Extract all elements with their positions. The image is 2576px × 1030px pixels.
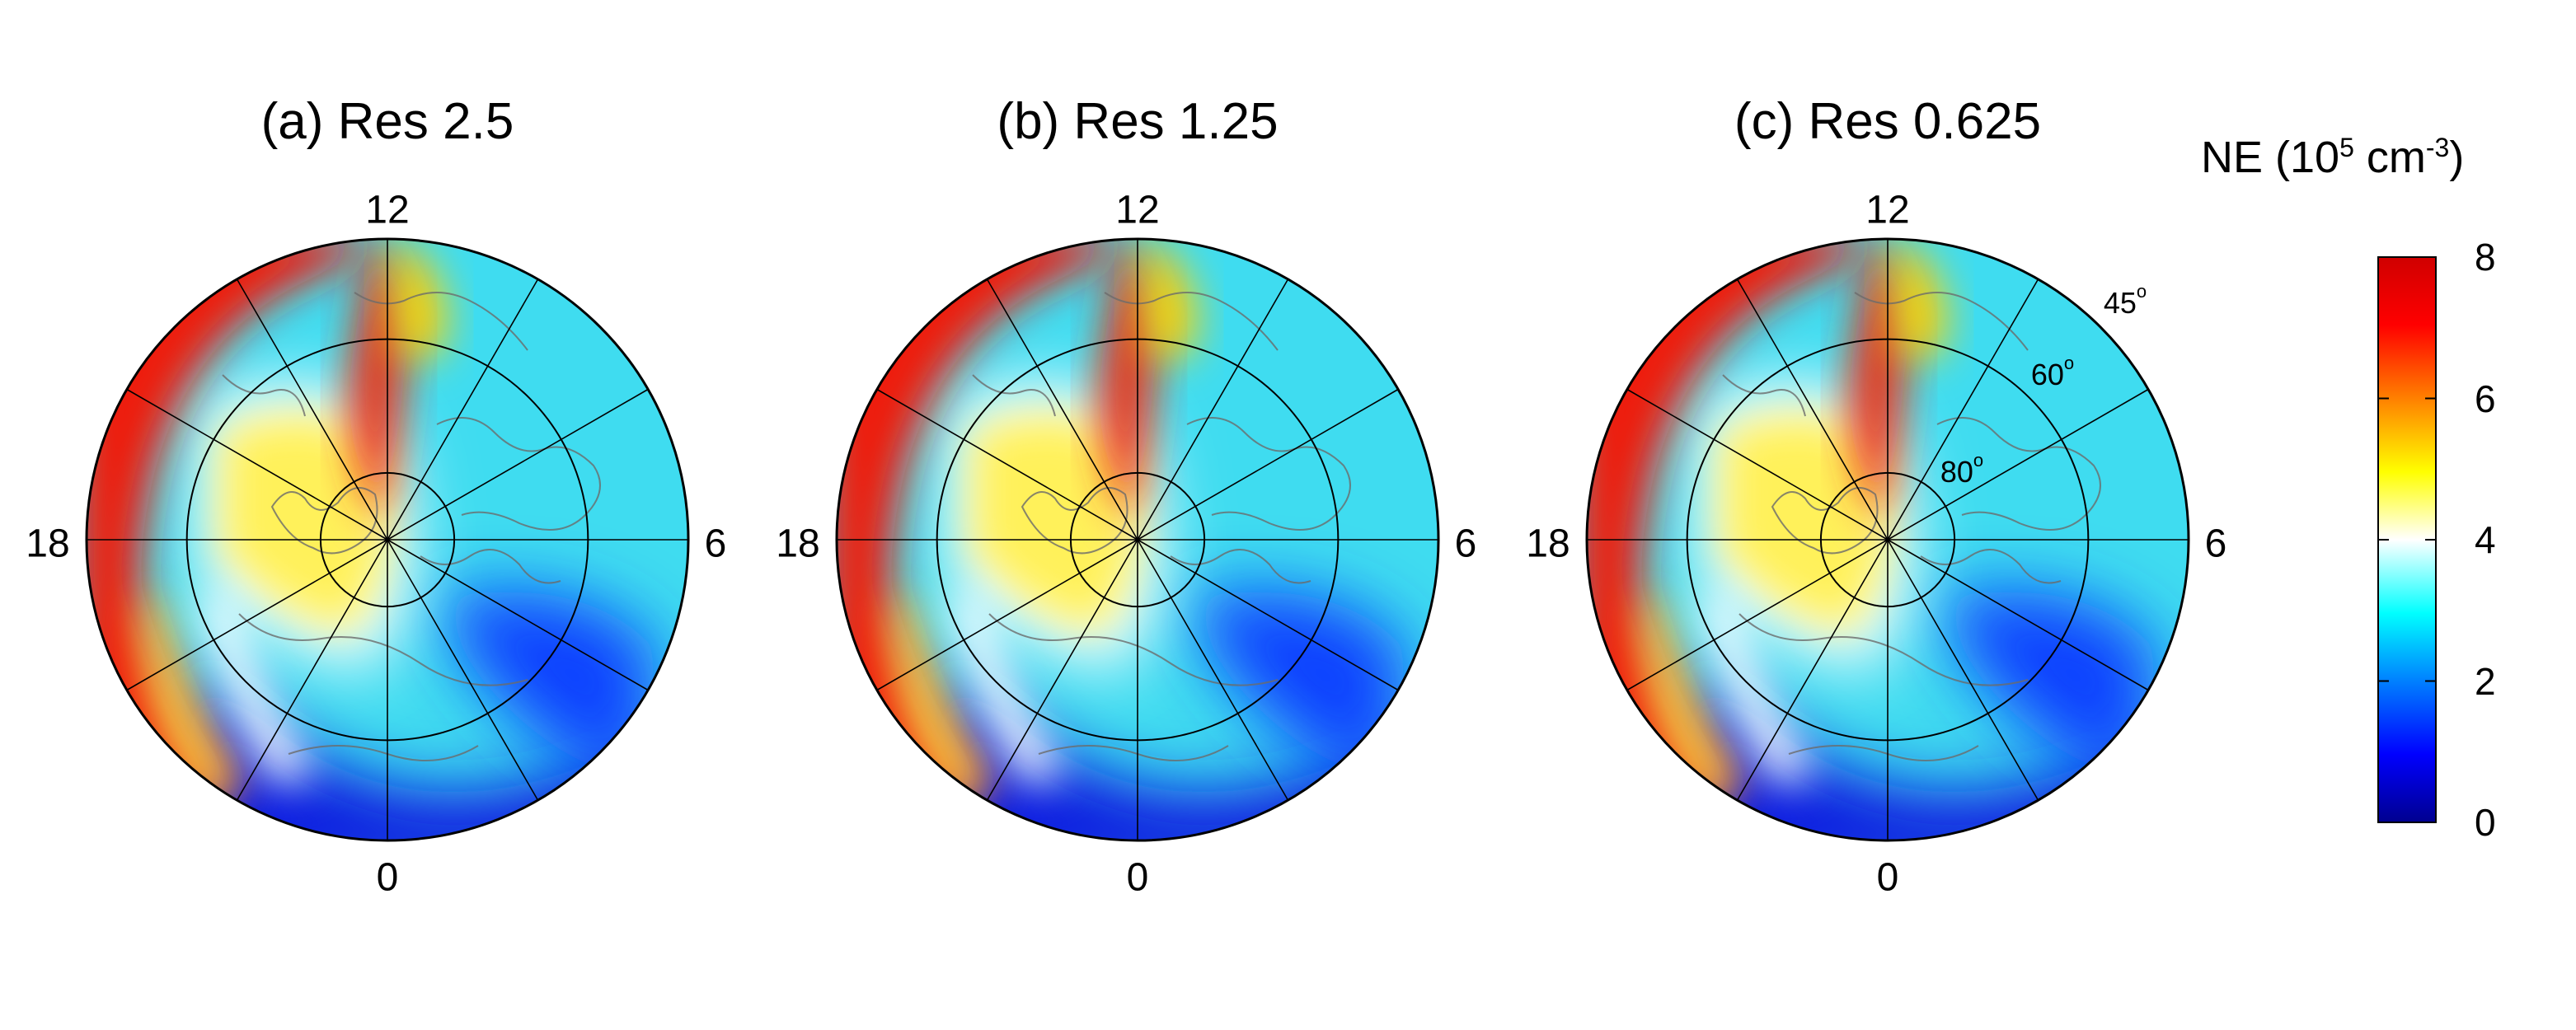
mlt-label-0: 0 [1126, 855, 1149, 900]
meridian-line [1626, 388, 1889, 541]
outer-circle-45 [835, 237, 1440, 842]
polar-panel-c [1585, 237, 2190, 842]
meridian-line [1887, 539, 2039, 801]
meridian-line [1887, 279, 2039, 541]
meridian-line [387, 539, 539, 801]
colorbar-tick-label: 2 [2475, 659, 2496, 703]
meridian-line [1137, 539, 1289, 801]
coastline-b [972, 292, 1351, 761]
meridian-line [387, 388, 649, 541]
outer-circle-45 [85, 237, 690, 842]
polar-panel-a [85, 237, 690, 842]
meridian-line [876, 388, 1138, 541]
latitude-label-60: 60o [2030, 353, 2075, 391]
mlt-label-12: 12 [1865, 188, 1910, 232]
coastline-a [222, 292, 601, 761]
meridian-line [387, 539, 649, 691]
meridian-line [1736, 539, 1889, 801]
latitude-label-45: 45o [2103, 281, 2147, 320]
mlt-label-0: 0 [1876, 855, 1899, 900]
panel-title-c: (c) Res 0.625 [1734, 93, 2042, 150]
colorbar-ticks [2378, 256, 2436, 823]
colorbar-tick-label: 0 [2475, 801, 2496, 844]
meridian-line [1887, 388, 2149, 541]
colorbar-label: NE (105 cm-3) [2201, 133, 2465, 182]
mlt-label-18: 18 [776, 522, 820, 566]
mlt-label-6: 6 [704, 522, 727, 566]
meridian-line [876, 539, 1138, 691]
outer-circle-45 [1585, 237, 2190, 842]
panel-title-a: (a) Res 2.5 [260, 93, 514, 150]
meridian-line [1736, 279, 1889, 541]
polar-panel-b [835, 237, 1440, 842]
meridian-line [236, 539, 388, 801]
meridian-line [986, 539, 1138, 801]
meridian-line [1887, 539, 2149, 691]
meridian-line [387, 279, 539, 541]
mlt-label-18: 18 [1526, 522, 1570, 566]
meridian-line [1137, 539, 1399, 691]
mlt-label-0: 0 [376, 855, 399, 900]
meridian-line [1137, 279, 1289, 541]
mlt-label-18: 18 [26, 522, 70, 566]
colorbar-tick-label: 4 [2475, 518, 2496, 561]
mlt-label-12: 12 [1115, 188, 1160, 232]
meridian-line [986, 279, 1138, 541]
panel-title-b: (b) Res 1.25 [997, 93, 1279, 150]
mlt-label-12: 12 [365, 188, 410, 232]
latitude-label-80: 80o [1940, 450, 1984, 489]
meridian-line [1626, 539, 1889, 691]
meridian-line [236, 279, 388, 541]
meridian-line [126, 539, 388, 691]
colorbar-tick-label: 6 [2475, 377, 2496, 420]
polar-panels [85, 237, 2190, 842]
mlt-label-6: 6 [1454, 522, 1477, 566]
mlt-label-6: 6 [2204, 522, 2227, 566]
colorbar-tick-label: 8 [2475, 236, 2496, 279]
meridian-line [1137, 388, 1399, 541]
meridian-line [126, 388, 388, 541]
